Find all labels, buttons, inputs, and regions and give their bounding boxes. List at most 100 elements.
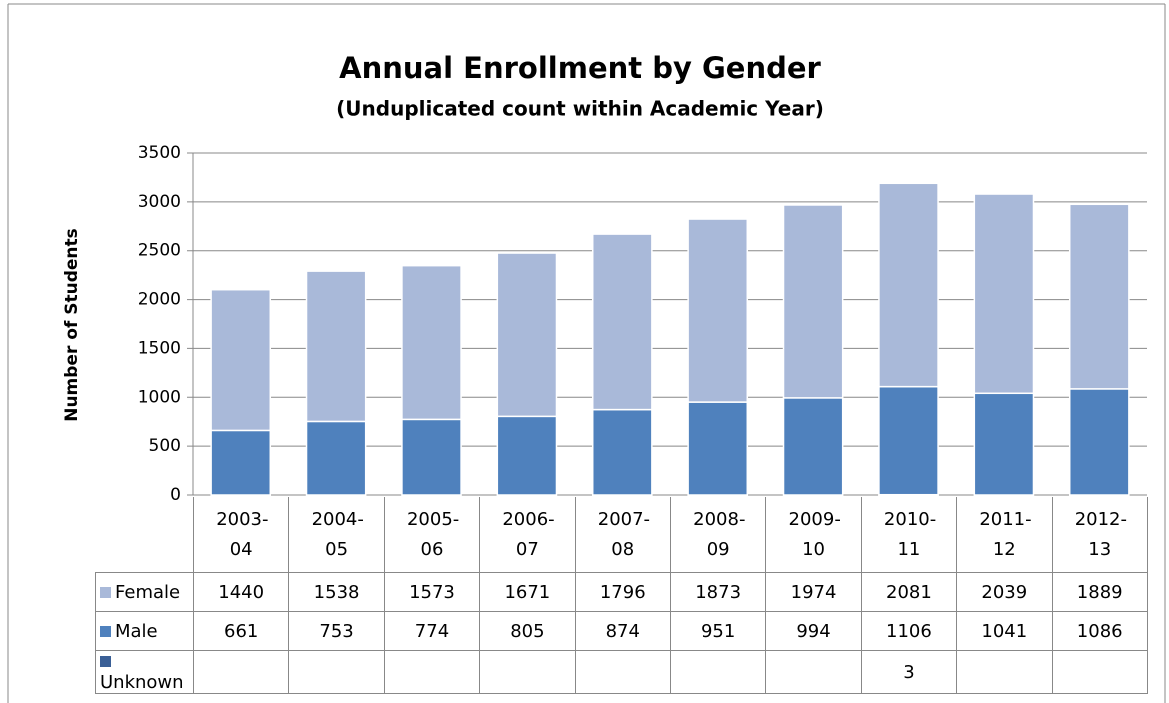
bar-segment <box>305 270 367 423</box>
table-cell: 2008-09 <box>669 497 767 573</box>
x-tick-label: 2009-10 <box>788 508 841 560</box>
table-cell <box>574 650 671 694</box>
bar-segment <box>210 429 272 496</box>
bar-segment <box>782 397 844 496</box>
bar-segment <box>1068 388 1130 496</box>
data-label: 1671 <box>504 581 551 603</box>
table-cell: 2011-12 <box>956 497 1053 573</box>
legend-item: Female <box>95 572 194 612</box>
legend-label: Male <box>115 620 158 642</box>
bar-segment <box>973 392 1035 496</box>
table-row: 2003-04 2004-05 2005-06 2006-07 2007-08 2008-… <box>96 497 1148 573</box>
table-cell: 1796 <box>574 572 671 612</box>
bar-segment <box>305 420 367 496</box>
bar-segment <box>1068 203 1130 390</box>
x-tick-label: 2005-06 <box>406 508 460 560</box>
x-tick-label: 2003-04 <box>216 508 269 560</box>
bar-segment <box>210 288 272 432</box>
table-cell <box>192 650 290 694</box>
table-cell: 1086 <box>1051 611 1148 651</box>
legend-swatch <box>100 586 111 598</box>
chart-subtitle: (Unduplicated count within Academic Year… <box>336 97 824 121</box>
data-label: 1889 <box>1076 581 1123 603</box>
x-tick-label: 2008-09 <box>693 508 746 560</box>
bar-segment <box>401 264 462 421</box>
data-label: 661 <box>224 620 259 642</box>
table-cell <box>956 650 1053 694</box>
bar-segment <box>878 385 939 496</box>
data-label: 1573 <box>409 581 455 603</box>
table-cell: 3 <box>860 650 958 694</box>
table-cell: 774 <box>383 611 481 651</box>
table-cell <box>765 650 862 694</box>
table-cell: 1889 <box>1051 572 1148 612</box>
y-tick-label: 1500 <box>138 338 181 358</box>
bar-segment <box>973 193 1035 395</box>
table-cell: 1873 <box>669 572 767 612</box>
data-label: 874 <box>605 620 640 642</box>
table-cell: 2039 <box>956 572 1053 612</box>
data-label: 994 <box>796 620 831 642</box>
bar-segment <box>878 182 939 388</box>
y-tick-label: 2500 <box>138 241 181 261</box>
table-row: Male 661 753 774 805 874 951 994 1106 1041 1086 <box>95 611 1148 651</box>
data-label: 1041 <box>981 620 1028 642</box>
data-label: 2039 <box>981 581 1028 603</box>
x-tick-label: 2006-07 <box>502 508 555 560</box>
legend-item: Unknown <box>95 650 194 694</box>
y-tick-label: 500 <box>149 436 181 456</box>
table-cell <box>1051 650 1148 694</box>
table-cell: 2006-07 <box>479 497 576 573</box>
table-cell: 1573 <box>383 572 481 612</box>
x-tick-label: 2012-13 <box>1074 508 1128 560</box>
table-cell: 1041 <box>956 611 1053 651</box>
table-cell: 1974 <box>765 572 862 612</box>
y-tick-label: 3000 <box>138 192 181 212</box>
legend-label: Unknown <box>100 672 184 693</box>
table-cell: 2003-04 <box>192 497 290 573</box>
table-cell: 1538 <box>288 572 385 612</box>
chart-title: Annual Enrollment by Gender <box>339 51 821 85</box>
bar-segment <box>496 415 558 496</box>
legend-label: Female <box>115 581 181 603</box>
data-label: 2081 <box>886 581 932 603</box>
x-tick-label: 2004-05 <box>311 508 364 560</box>
data-table: 2003-04 2004-05 2005-06 2006-07 2007-08 2008-… <box>95 497 1148 694</box>
data-label: 753 <box>319 620 354 642</box>
table-cell: 2012-13 <box>1051 497 1148 573</box>
data-label: 951 <box>700 620 736 642</box>
bar-segment <box>687 401 749 496</box>
bar-segment <box>496 252 558 418</box>
y-tick-label: 0 <box>170 485 181 505</box>
table-cell <box>479 650 576 694</box>
data-label: 1974 <box>790 581 837 603</box>
y-tick-label: 2000 <box>138 290 181 310</box>
table-cell: 1440 <box>192 572 290 612</box>
table-cell <box>96 497 194 573</box>
data-label: 1538 <box>313 581 360 603</box>
y-tick-label: 1000 <box>138 387 181 407</box>
data-label: 805 <box>510 620 545 642</box>
data-label: 1440 <box>218 581 265 603</box>
table-cell: 874 <box>574 611 671 651</box>
data-label: 1106 <box>886 620 932 642</box>
table-cell <box>669 650 767 694</box>
table-cell: 2007-08 <box>574 497 671 573</box>
table-cell: 2009-10 <box>765 497 862 573</box>
table-cell: 2004-05 <box>288 497 385 573</box>
table-cell: 994 <box>765 611 862 651</box>
x-tick-label: 2007-08 <box>597 508 651 560</box>
table-cell: 2005-06 <box>383 497 481 573</box>
table-cell: 951 <box>669 611 767 651</box>
bar-segment <box>687 218 749 403</box>
x-tick-label: 2010-11 <box>883 508 937 560</box>
table-cell: 2010-11 <box>860 497 958 573</box>
bar-segment <box>782 204 844 399</box>
table-cell <box>383 650 481 694</box>
legend-item: Male <box>95 611 194 651</box>
bar-segment <box>591 233 653 411</box>
data-label: 3 <box>903 661 915 683</box>
data-label: 1873 <box>695 581 742 603</box>
